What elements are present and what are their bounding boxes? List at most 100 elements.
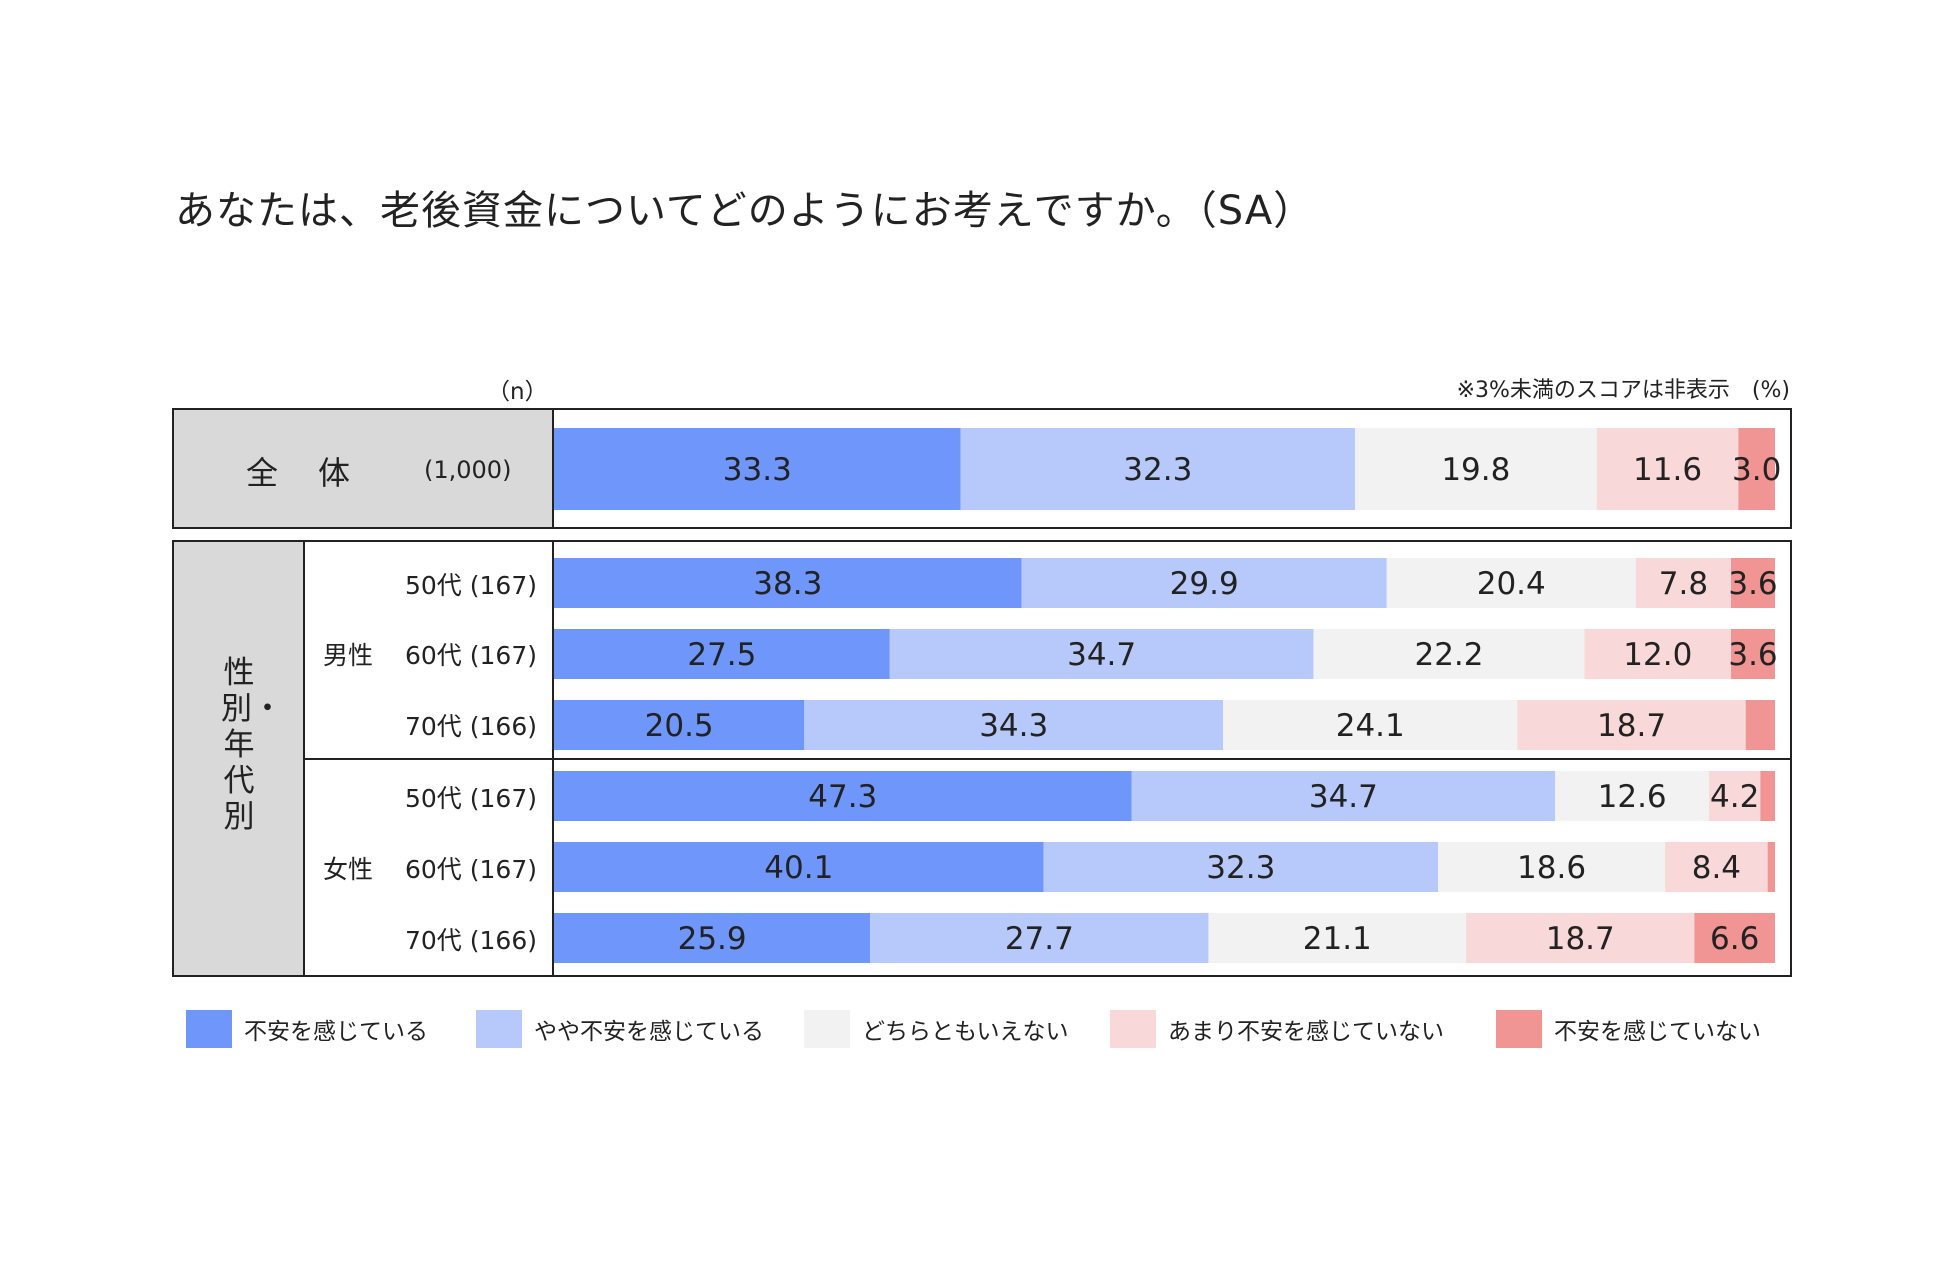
legend-label: やや不安を感じている [534, 1019, 764, 1045]
bar-value-label: 34.7 [1309, 779, 1378, 815]
bar-value-label: 47.3 [808, 779, 877, 815]
bar-segment [1635, 558, 1732, 608]
legend-item: やや不安を感じている [476, 1010, 764, 1048]
bar-segment [1313, 629, 1585, 679]
bar-value-label: 24.1 [1336, 708, 1405, 744]
bar-segment [960, 428, 1355, 510]
bar-value-label: 19.8 [1441, 452, 1510, 488]
overall-label: 全 体 [246, 454, 355, 492]
bar-segment [1767, 842, 1775, 892]
bar-segment [1386, 558, 1636, 608]
legend-label: 不安を感じている [244, 1019, 428, 1045]
bar-segment [1760, 771, 1775, 821]
legend-swatch [804, 1010, 850, 1048]
bar-segment [1043, 842, 1439, 892]
bar-segment [1596, 428, 1739, 510]
bar-value-label: 11.6 [1633, 452, 1702, 488]
bar-segment [804, 700, 1224, 750]
bar-segment [1555, 771, 1710, 821]
bar-segment [1466, 913, 1695, 963]
bar-value-label: 27.7 [1005, 921, 1074, 957]
bar-value-label: 3.6 [1728, 637, 1777, 673]
bar-segment [554, 771, 1132, 821]
bar-segment [1131, 771, 1556, 821]
legend-item: どちらともいえない [804, 1010, 1069, 1048]
gender-divider [303, 758, 1790, 760]
bar-segment [1438, 842, 1666, 892]
bar-segment [1354, 428, 1597, 510]
bar-segment [1709, 771, 1761, 821]
bar-segment [1745, 700, 1775, 750]
legend-swatch [1110, 1010, 1156, 1048]
gender-label-female: 女性 [323, 855, 374, 884]
n-header-label: （n） [487, 379, 548, 405]
bar-value-label: 34.3 [979, 708, 1048, 744]
row-label-m70: 70代 (166) [405, 712, 537, 741]
row-label-f60: 60代 (167) [405, 855, 537, 884]
legend-swatch [476, 1010, 522, 1048]
bar-segment [1665, 842, 1768, 892]
legend-item: 不安を感じている [186, 1010, 428, 1048]
legend-swatch [1496, 1010, 1542, 1048]
bar-value-label: 22.2 [1414, 637, 1483, 673]
legend-swatch [186, 1010, 232, 1048]
bar-value-label: 33.3 [723, 452, 792, 488]
bar-value-label: 12.0 [1623, 637, 1692, 673]
bar-value-label: 27.5 [687, 637, 756, 673]
legend-label: 不安を感じていない [1554, 1019, 1761, 1045]
group-label-bg [174, 542, 304, 975]
legend-label: あまり不安を感じていない [1168, 1019, 1444, 1045]
bar-segment [870, 913, 1209, 963]
bar-segment [889, 629, 1314, 679]
bar-value-label: 38.3 [753, 566, 822, 602]
legend-item: あまり不安を感じていない [1110, 1010, 1444, 1048]
bar-value-label: 29.9 [1170, 566, 1239, 602]
bar-value-label: 7.8 [1659, 566, 1708, 602]
bar-value-label: 4.2 [1710, 779, 1759, 815]
row-label-m50: 50代 (167) [405, 571, 537, 600]
bar-segment [554, 700, 805, 750]
bar-segment [554, 558, 1022, 608]
bar-value-label: 8.4 [1692, 850, 1741, 886]
bar-segment [554, 428, 961, 510]
bar-segment [1223, 700, 1518, 750]
bar-segment [1731, 629, 1775, 679]
bar-value-label: 32.3 [1206, 850, 1275, 886]
chart-title: あなたは、老後資金についてどのようにお考えですか。（SA） [175, 188, 1315, 234]
footnote: ※3%未満のスコアは非表示 (%) [1456, 378, 1790, 403]
bar-value-label: 20.4 [1477, 566, 1546, 602]
bar-value-label: 3.6 [1728, 566, 1777, 602]
bar-value-label: 25.9 [678, 921, 747, 957]
legend-label: どちらともいえない [862, 1019, 1069, 1045]
bar-value-label: 12.6 [1598, 779, 1667, 815]
bar-segment [1584, 629, 1732, 679]
bar-segment [1208, 913, 1467, 963]
bar-value-label: 18.7 [1597, 708, 1666, 744]
bar-value-label: 3.0 [1732, 452, 1781, 488]
bar-value-label: 18.7 [1546, 921, 1615, 957]
bar-value-label: 20.5 [645, 708, 714, 744]
bar-segment [1738, 428, 1775, 510]
bar-segment [1517, 700, 1746, 750]
legend: 不安を感じている やや不安を感じている どちらともいえない あまり不安を感じてい… [0, 1010, 1950, 1060]
bar-value-label: 34.7 [1067, 637, 1136, 673]
bar-segment [1731, 558, 1775, 608]
overall-box [172, 408, 1792, 529]
bar-value-label: 32.3 [1123, 452, 1192, 488]
gender-label-male: 男性 [323, 641, 374, 670]
row-label-f70: 70代 (166) [405, 926, 537, 955]
bar-value-label: 18.6 [1517, 850, 1586, 886]
bar-segment [1694, 913, 1775, 963]
bar-segment [554, 842, 1044, 892]
overall-label-bg [174, 410, 554, 527]
bar-segment [1021, 558, 1387, 608]
legend-item: 不安を感じていない [1496, 1010, 1761, 1048]
overall-divider [552, 408, 554, 529]
bar-value-label: 21.1 [1303, 921, 1372, 957]
bar-segment [554, 913, 871, 963]
bar-segment [554, 629, 890, 679]
overall-n: (1,000) [424, 456, 512, 484]
bar-value-label: 6.6 [1710, 921, 1759, 957]
row-label-m60: 60代 (167) [405, 641, 537, 670]
